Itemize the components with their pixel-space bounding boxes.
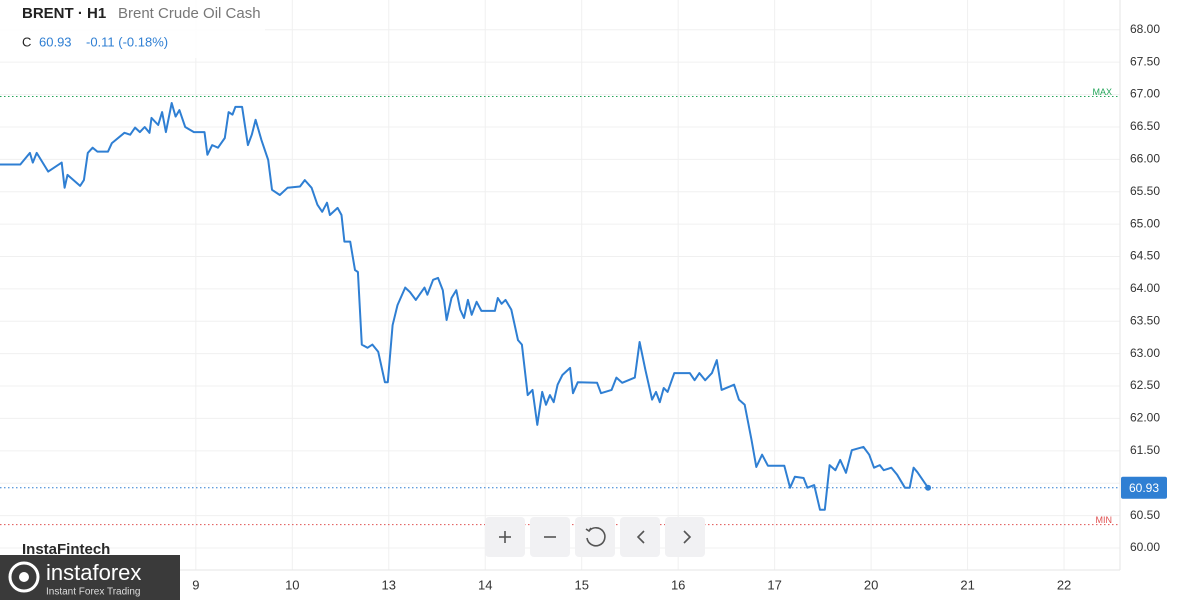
min-line-label: MIN: [1096, 515, 1113, 525]
x-tick-label: 16: [671, 577, 685, 592]
x-tick-label: 15: [574, 577, 588, 592]
max-line-label: MAX: [1092, 87, 1112, 97]
y-tick-label: 64.00: [1130, 281, 1160, 295]
brand-logo: [8, 561, 40, 593]
scroll-left-button[interactable]: [620, 517, 660, 557]
y-tick-label: 62.50: [1130, 378, 1160, 392]
brand-tagline: Instant Forex Trading: [46, 587, 141, 598]
y-tick-label: 65.00: [1130, 216, 1160, 230]
zoom-controls: [485, 517, 705, 557]
brand-box: [0, 555, 180, 600]
last-price-label: 60.93: [1129, 481, 1159, 495]
reset-button[interactable]: [575, 517, 615, 557]
y-tick-label: 67.00: [1130, 87, 1160, 101]
brand-logo-dot: [19, 572, 29, 582]
plot: [0, 96, 1120, 526]
x-tick-label: 10: [285, 577, 299, 592]
grid: [0, 0, 1120, 570]
y-tick-label: 60.00: [1130, 540, 1160, 554]
y-tick-label: 60.50: [1130, 508, 1160, 522]
instrument-name: Brent Crude Oil Cash: [118, 5, 261, 22]
y-tick-label: 63.00: [1130, 346, 1160, 360]
y-tick-label: 62.00: [1130, 411, 1160, 425]
header-bg: [0, 0, 265, 58]
x-tick-label: 17: [767, 577, 781, 592]
symbol: BRENT · H1: [22, 5, 106, 22]
y-tick-label: 64.50: [1130, 249, 1160, 263]
axes: 60.0060.5061.0061.5062.0062.5063.0063.50…: [192, 22, 1167, 592]
x-tick-label: 20: [864, 577, 878, 592]
price-line: [0, 102, 929, 511]
y-tick-label: 68.00: [1130, 22, 1160, 36]
zoom-in-button[interactable]: [485, 517, 525, 557]
watermark-top: InstaFintech: [22, 541, 110, 558]
zoom-out-button[interactable]: [530, 517, 570, 557]
last-price-tag: [1121, 476, 1167, 499]
y-tick-label: 66.50: [1130, 119, 1160, 133]
y-tick-label: 65.50: [1130, 184, 1160, 198]
y-tick-label: 63.50: [1130, 313, 1160, 327]
scroll-right-button[interactable]: [665, 517, 705, 557]
close-prefix: C: [22, 34, 31, 49]
close-price: 60.93: [39, 34, 72, 49]
y-tick-label: 67.50: [1130, 54, 1160, 68]
x-tick-label: 13: [382, 577, 396, 592]
x-tick-label: 22: [1057, 577, 1071, 592]
brand-name: instaforex: [46, 560, 141, 585]
x-tick-label: 21: [960, 577, 974, 592]
x-tick-label: 9: [192, 577, 199, 592]
y-tick-label: 61.50: [1130, 443, 1160, 457]
price-change: -0.11 (-0.18%): [86, 34, 168, 49]
x-tick-label: 14: [478, 577, 492, 592]
y-tick-label: 66.00: [1130, 152, 1160, 166]
